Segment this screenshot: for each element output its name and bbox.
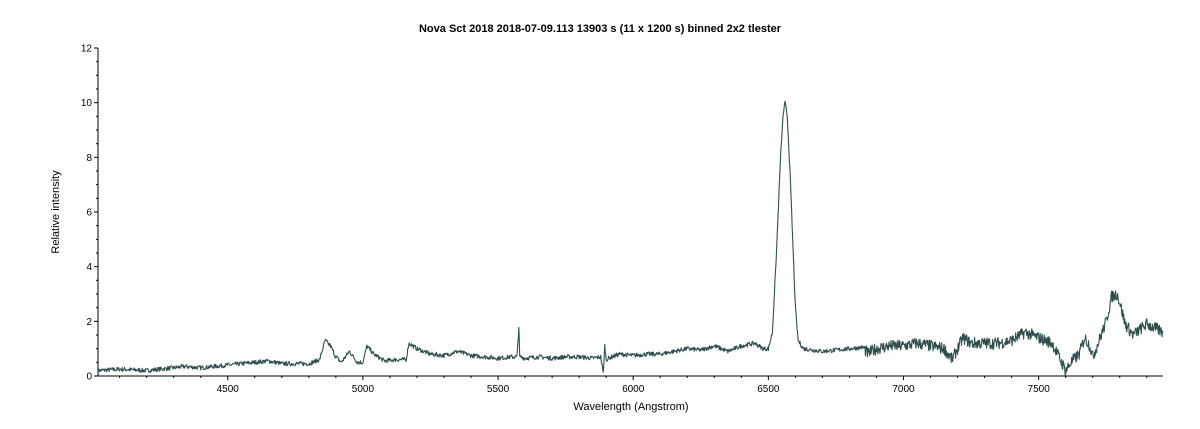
x-tick-label: 5000	[352, 384, 375, 395]
y-tick-label: 0	[86, 372, 92, 383]
spectrum-line	[97, 100, 1164, 376]
y-tick-label: 2	[86, 317, 92, 328]
x-tick-label: 6000	[622, 384, 645, 395]
x-tick-label: 5500	[487, 384, 510, 395]
y-tick-label: 8	[86, 153, 92, 164]
y-tick-label: 12	[81, 44, 93, 55]
y-tick-label: 4	[86, 262, 92, 273]
x-tick-label: 6500	[757, 384, 780, 395]
ticks: 0 2 4 6 8 10 12 4500 5000 5500 6000 6500 7000 7500	[81, 44, 1148, 395]
series-group	[97, 100, 1164, 376]
y-tick-label: 6	[86, 208, 92, 219]
x-axis-title: Wavelength (Angstrom)	[573, 401, 688, 413]
y-tick-label: 10	[81, 98, 93, 109]
x-tick-label: 7500	[1028, 384, 1051, 395]
axes	[97, 48, 1163, 377]
chart-title: Nova Sct 2018 2018-07-09.113 13903 s (11…	[419, 23, 782, 35]
x-tick-label: 4500	[217, 384, 240, 395]
x-tick-label: 7000	[892, 384, 915, 395]
y-axis-title: Relative intensity	[50, 170, 62, 254]
